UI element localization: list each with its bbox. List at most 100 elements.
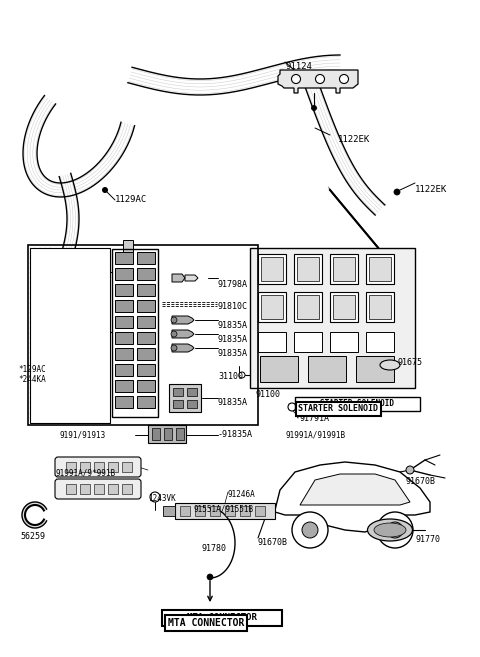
Bar [330,254,358,284]
Bar [137,364,155,376]
Bar [80,462,90,472]
Text: -91835A: -91835A [218,430,253,439]
Bar [94,462,104,472]
Bar [294,292,322,322]
Circle shape [312,106,316,110]
Circle shape [171,317,177,323]
Polygon shape [22,502,47,528]
Circle shape [292,512,328,548]
Circle shape [394,189,400,195]
Text: STARTER SOLENOID: STARTER SOLENOID [320,399,394,409]
Polygon shape [23,95,134,197]
Text: *129AC: *129AC [18,365,46,374]
Bar [187,400,197,408]
Text: 1122EK: 1122EK [338,135,370,144]
Bar [195,506,205,516]
Bar [250,248,415,388]
Bar [297,295,319,319]
Bar [169,384,201,412]
Text: 56259: 56259 [20,532,45,541]
Text: 91991A/91991B: 91991A/91991B [285,430,345,439]
Bar [28,245,258,425]
Text: STARTER SOLENOID: STARTER SOLENOID [298,404,378,413]
Polygon shape [172,330,194,338]
Bar [137,268,155,280]
Bar [240,506,250,516]
Bar [366,292,394,322]
Text: 91791A: 91791A [300,414,330,423]
Bar [330,332,358,352]
Polygon shape [300,474,410,505]
Bar [295,397,420,411]
Bar [261,295,283,319]
Bar [115,316,133,328]
Bar [66,462,76,472]
Bar [297,257,319,281]
Polygon shape [128,55,340,95]
Text: 91835A: 91835A [218,335,248,344]
Bar [115,332,133,344]
Text: 1129AC: 1129AC [115,195,147,204]
Text: 9191/91913: 9191/91913 [60,430,106,439]
Bar [137,396,155,408]
Bar [180,506,190,516]
Circle shape [339,74,348,83]
Text: 91835A: 91835A [218,321,248,330]
Text: 91675: 91675 [398,358,423,367]
Circle shape [406,466,414,474]
Bar [258,332,286,352]
Bar [162,610,282,626]
Bar [210,506,220,516]
Bar [115,396,133,408]
Bar [108,462,118,472]
Bar [152,428,160,440]
Polygon shape [185,275,198,281]
Text: 91670B: 91670B [258,538,288,547]
Text: 1243VK: 1243VK [148,494,176,503]
FancyBboxPatch shape [55,479,141,499]
Bar [173,388,183,396]
Bar [255,506,265,516]
Bar [137,316,155,328]
Bar [137,348,155,360]
Text: 31100: 31100 [218,372,243,381]
Text: MTA CONNECTOR: MTA CONNECTOR [168,618,244,628]
Text: 91835A: 91835A [218,398,248,407]
Circle shape [387,522,403,538]
Ellipse shape [368,519,412,541]
Bar [94,484,104,494]
Bar [261,257,283,281]
Bar [137,300,155,312]
Circle shape [377,512,413,548]
Circle shape [102,187,108,193]
Text: 91798A: 91798A [218,280,248,289]
Bar [108,484,118,494]
Polygon shape [172,344,194,352]
Text: 91835A: 91835A [218,349,248,358]
Bar [66,484,76,494]
Bar [366,254,394,284]
Bar [115,348,133,360]
Bar [333,295,355,319]
Bar [308,356,346,382]
Text: 91246A: 91246A [228,490,256,499]
Bar [164,428,172,440]
Circle shape [291,74,300,83]
Polygon shape [303,78,385,215]
Bar [369,295,391,319]
Bar [258,254,286,284]
Text: MTA CONNECTOR: MTA CONNECTOR [187,614,257,622]
Polygon shape [172,316,194,324]
Bar [30,248,110,423]
Circle shape [171,345,177,351]
Bar [187,388,197,396]
Bar [176,428,184,440]
Text: 91770: 91770 [415,535,440,544]
Circle shape [302,522,318,538]
Polygon shape [278,70,358,93]
FancyBboxPatch shape [55,457,141,477]
Bar [115,252,133,264]
Bar [148,425,186,443]
Ellipse shape [374,523,406,537]
Bar [366,332,394,352]
